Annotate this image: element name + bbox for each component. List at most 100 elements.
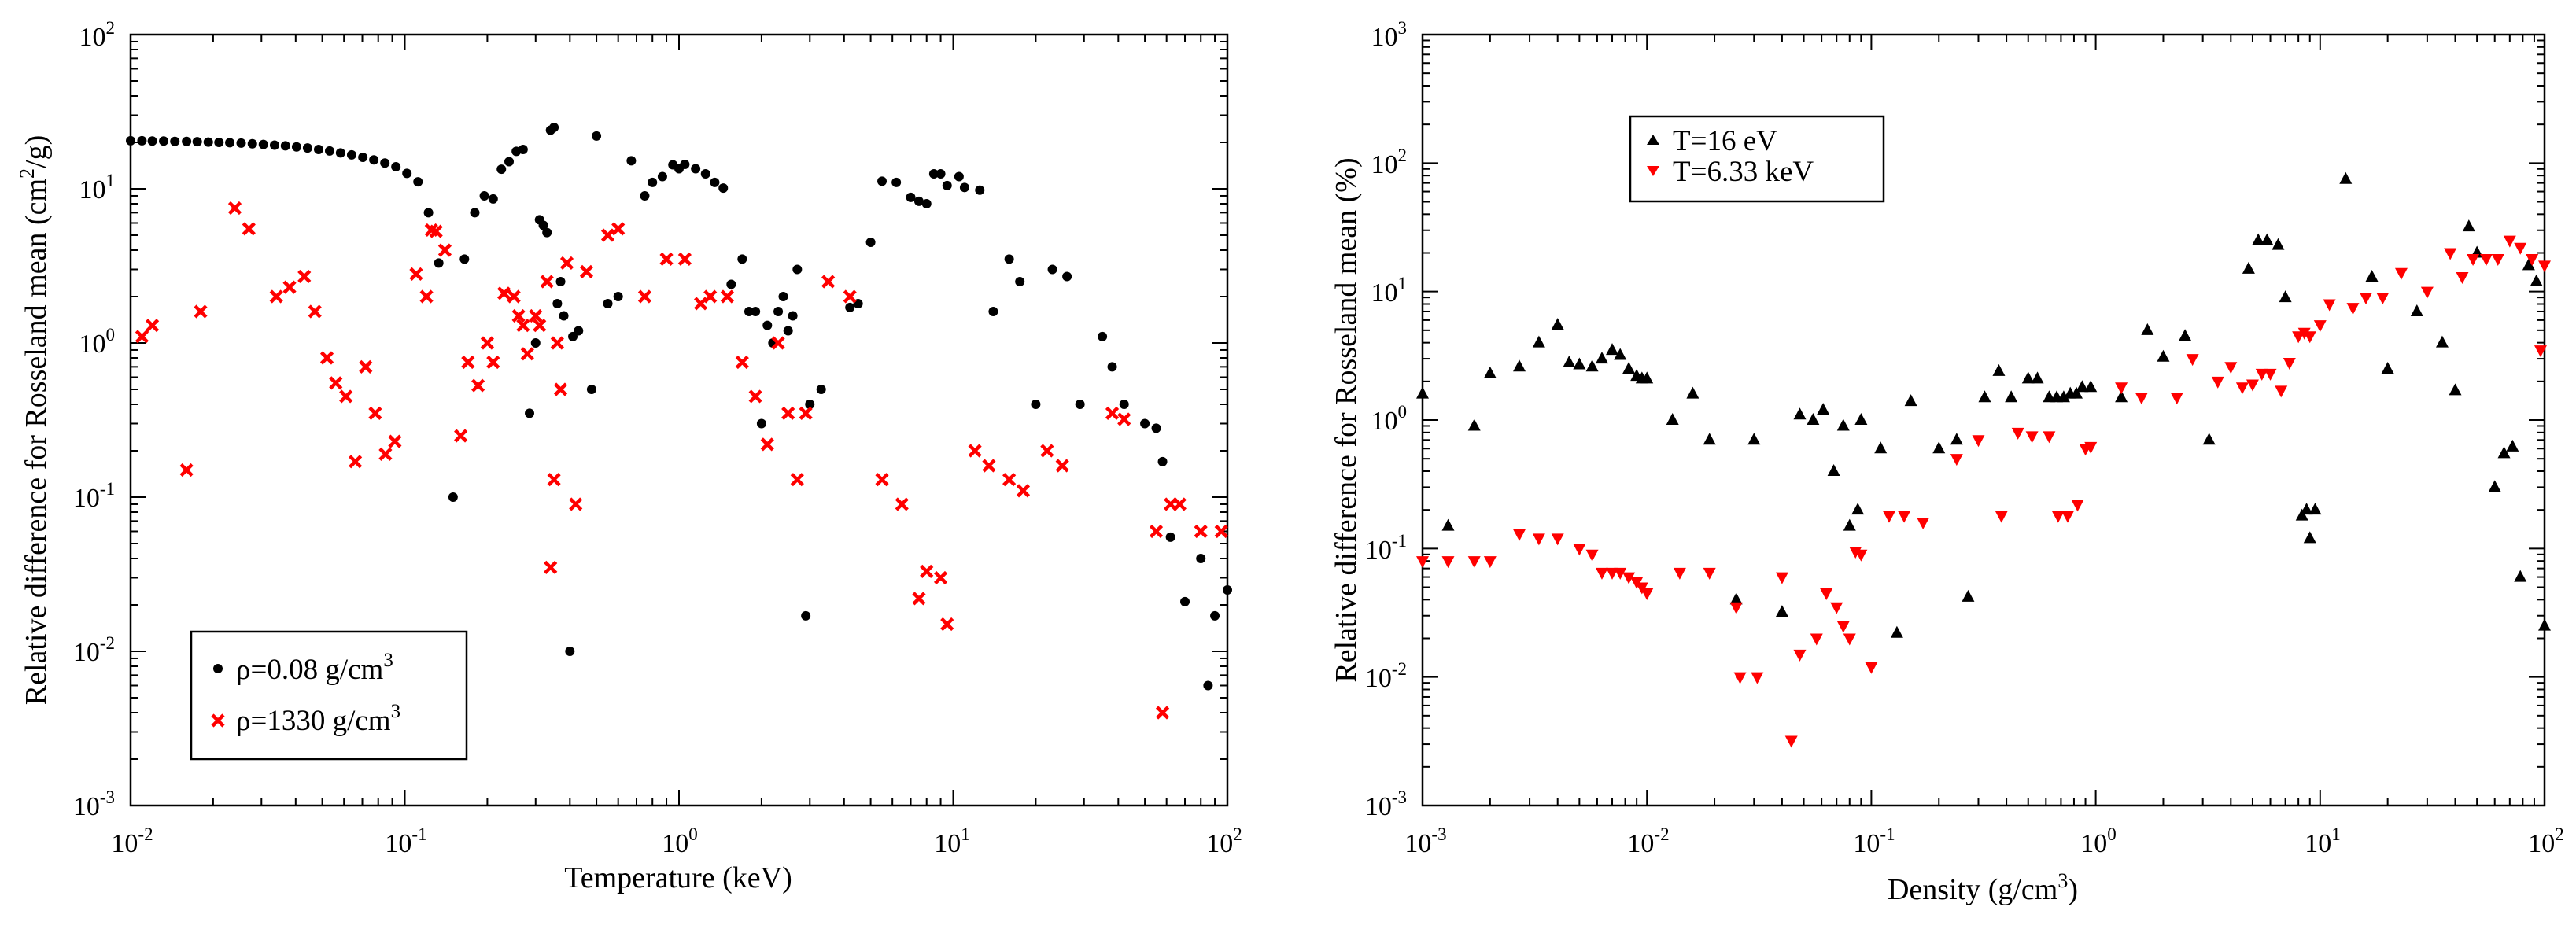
x-tick-label: 100	[2080, 824, 2117, 858]
data-point	[1854, 413, 1868, 425]
data-point	[1606, 343, 1619, 356]
data-point	[1950, 454, 1963, 466]
data-point	[339, 389, 353, 404]
data-point	[942, 180, 952, 190]
data-point	[423, 208, 434, 218]
data-point	[319, 351, 334, 365]
data-point	[137, 135, 147, 146]
data-point	[2170, 393, 2183, 405]
data-point	[1532, 533, 1545, 546]
y-tick-label: 101	[1371, 274, 1408, 308]
data-point	[1203, 680, 1213, 691]
data-point	[613, 291, 623, 301]
data-point	[1640, 371, 1654, 384]
x-axis-label: Temperature (keV)	[564, 861, 792, 894]
data-point	[2071, 500, 2084, 512]
data-point	[1874, 441, 1888, 454]
data-point	[518, 144, 528, 154]
data-point	[1836, 418, 1850, 431]
data-point	[2514, 570, 2527, 582]
data-point	[488, 194, 498, 204]
data-point	[1595, 567, 1608, 580]
data-point	[391, 161, 401, 171]
data-point	[1573, 357, 1586, 370]
data-point	[1854, 549, 1868, 562]
data-point	[1585, 549, 1599, 562]
data-point	[2444, 248, 2457, 260]
data-point	[434, 258, 444, 268]
axis-ticks	[1422, 34, 2545, 806]
data-point	[480, 336, 494, 350]
data-point	[324, 146, 334, 156]
data-point	[358, 152, 368, 162]
data-point	[1483, 556, 1497, 569]
y-tick-label: 100	[79, 325, 116, 359]
data-point	[1904, 394, 1917, 407]
data-point	[877, 176, 888, 186]
data-point	[1614, 567, 1627, 580]
data-point	[968, 444, 982, 458]
data-point	[282, 280, 297, 294]
data-point	[308, 304, 322, 319]
data-point	[2420, 286, 2434, 299]
data-point	[470, 208, 480, 218]
data-point	[1992, 363, 2006, 376]
data-point	[2313, 320, 2327, 333]
data-point	[592, 131, 602, 141]
data-point	[2025, 431, 2039, 444]
data-point	[313, 144, 323, 154]
data-point	[1836, 621, 1850, 633]
data-point	[2260, 233, 2274, 245]
data-point	[214, 137, 224, 147]
data-point	[756, 418, 766, 429]
data-point	[2186, 354, 2199, 367]
data-point	[2043, 431, 2056, 444]
data-point	[1962, 589, 1975, 602]
data-point	[1151, 423, 1161, 433]
data-point	[1180, 596, 1190, 606]
data-point	[640, 190, 650, 201]
data-point	[1775, 605, 1788, 617]
data-point	[816, 385, 826, 395]
data-point	[2235, 382, 2249, 395]
data-point	[2179, 329, 2192, 341]
data-point	[1972, 435, 1985, 448]
data-point	[875, 473, 889, 487]
x-tick-label: 10-3	[1404, 824, 1446, 858]
data-point	[2252, 233, 2265, 245]
data-point	[530, 338, 541, 348]
data-point	[2211, 376, 2224, 389]
data-point	[269, 289, 283, 304]
data-point	[648, 177, 658, 187]
data-point	[2224, 362, 2238, 374]
data-point	[1467, 556, 1481, 569]
x-tick-label: 10-2	[111, 824, 153, 858]
data-point	[461, 355, 475, 370]
x-axis-label: Density (g/cm3)	[1888, 869, 2078, 906]
data-point	[203, 137, 213, 147]
data-point	[550, 336, 564, 350]
data-point	[2381, 362, 2394, 374]
data-point	[783, 326, 793, 336]
y-tick-label: 10-1	[73, 479, 115, 513]
data-point	[845, 302, 855, 312]
data-point	[1978, 390, 1991, 403]
data-point	[912, 592, 926, 606]
data-point	[2141, 323, 2154, 335]
data-point	[1573, 544, 1586, 556]
data-point	[975, 185, 985, 195]
data-point	[1210, 610, 1220, 621]
data-point	[236, 138, 246, 148]
x-tick-label: 102	[2528, 824, 2564, 858]
data-point	[773, 306, 784, 316]
data-point	[2303, 531, 2316, 544]
temperature-chart: 10-2 10-1 100 101 102 10-3 10-2 10-1 100…	[16, 18, 1242, 894]
data-point	[1820, 588, 1833, 600]
data-point	[269, 140, 279, 150]
data-point	[2530, 274, 2543, 286]
data-point	[1513, 359, 1526, 372]
legend-label: T=6.33 keV	[1673, 156, 1814, 188]
data-point	[771, 336, 785, 350]
data-point	[2115, 390, 2128, 403]
